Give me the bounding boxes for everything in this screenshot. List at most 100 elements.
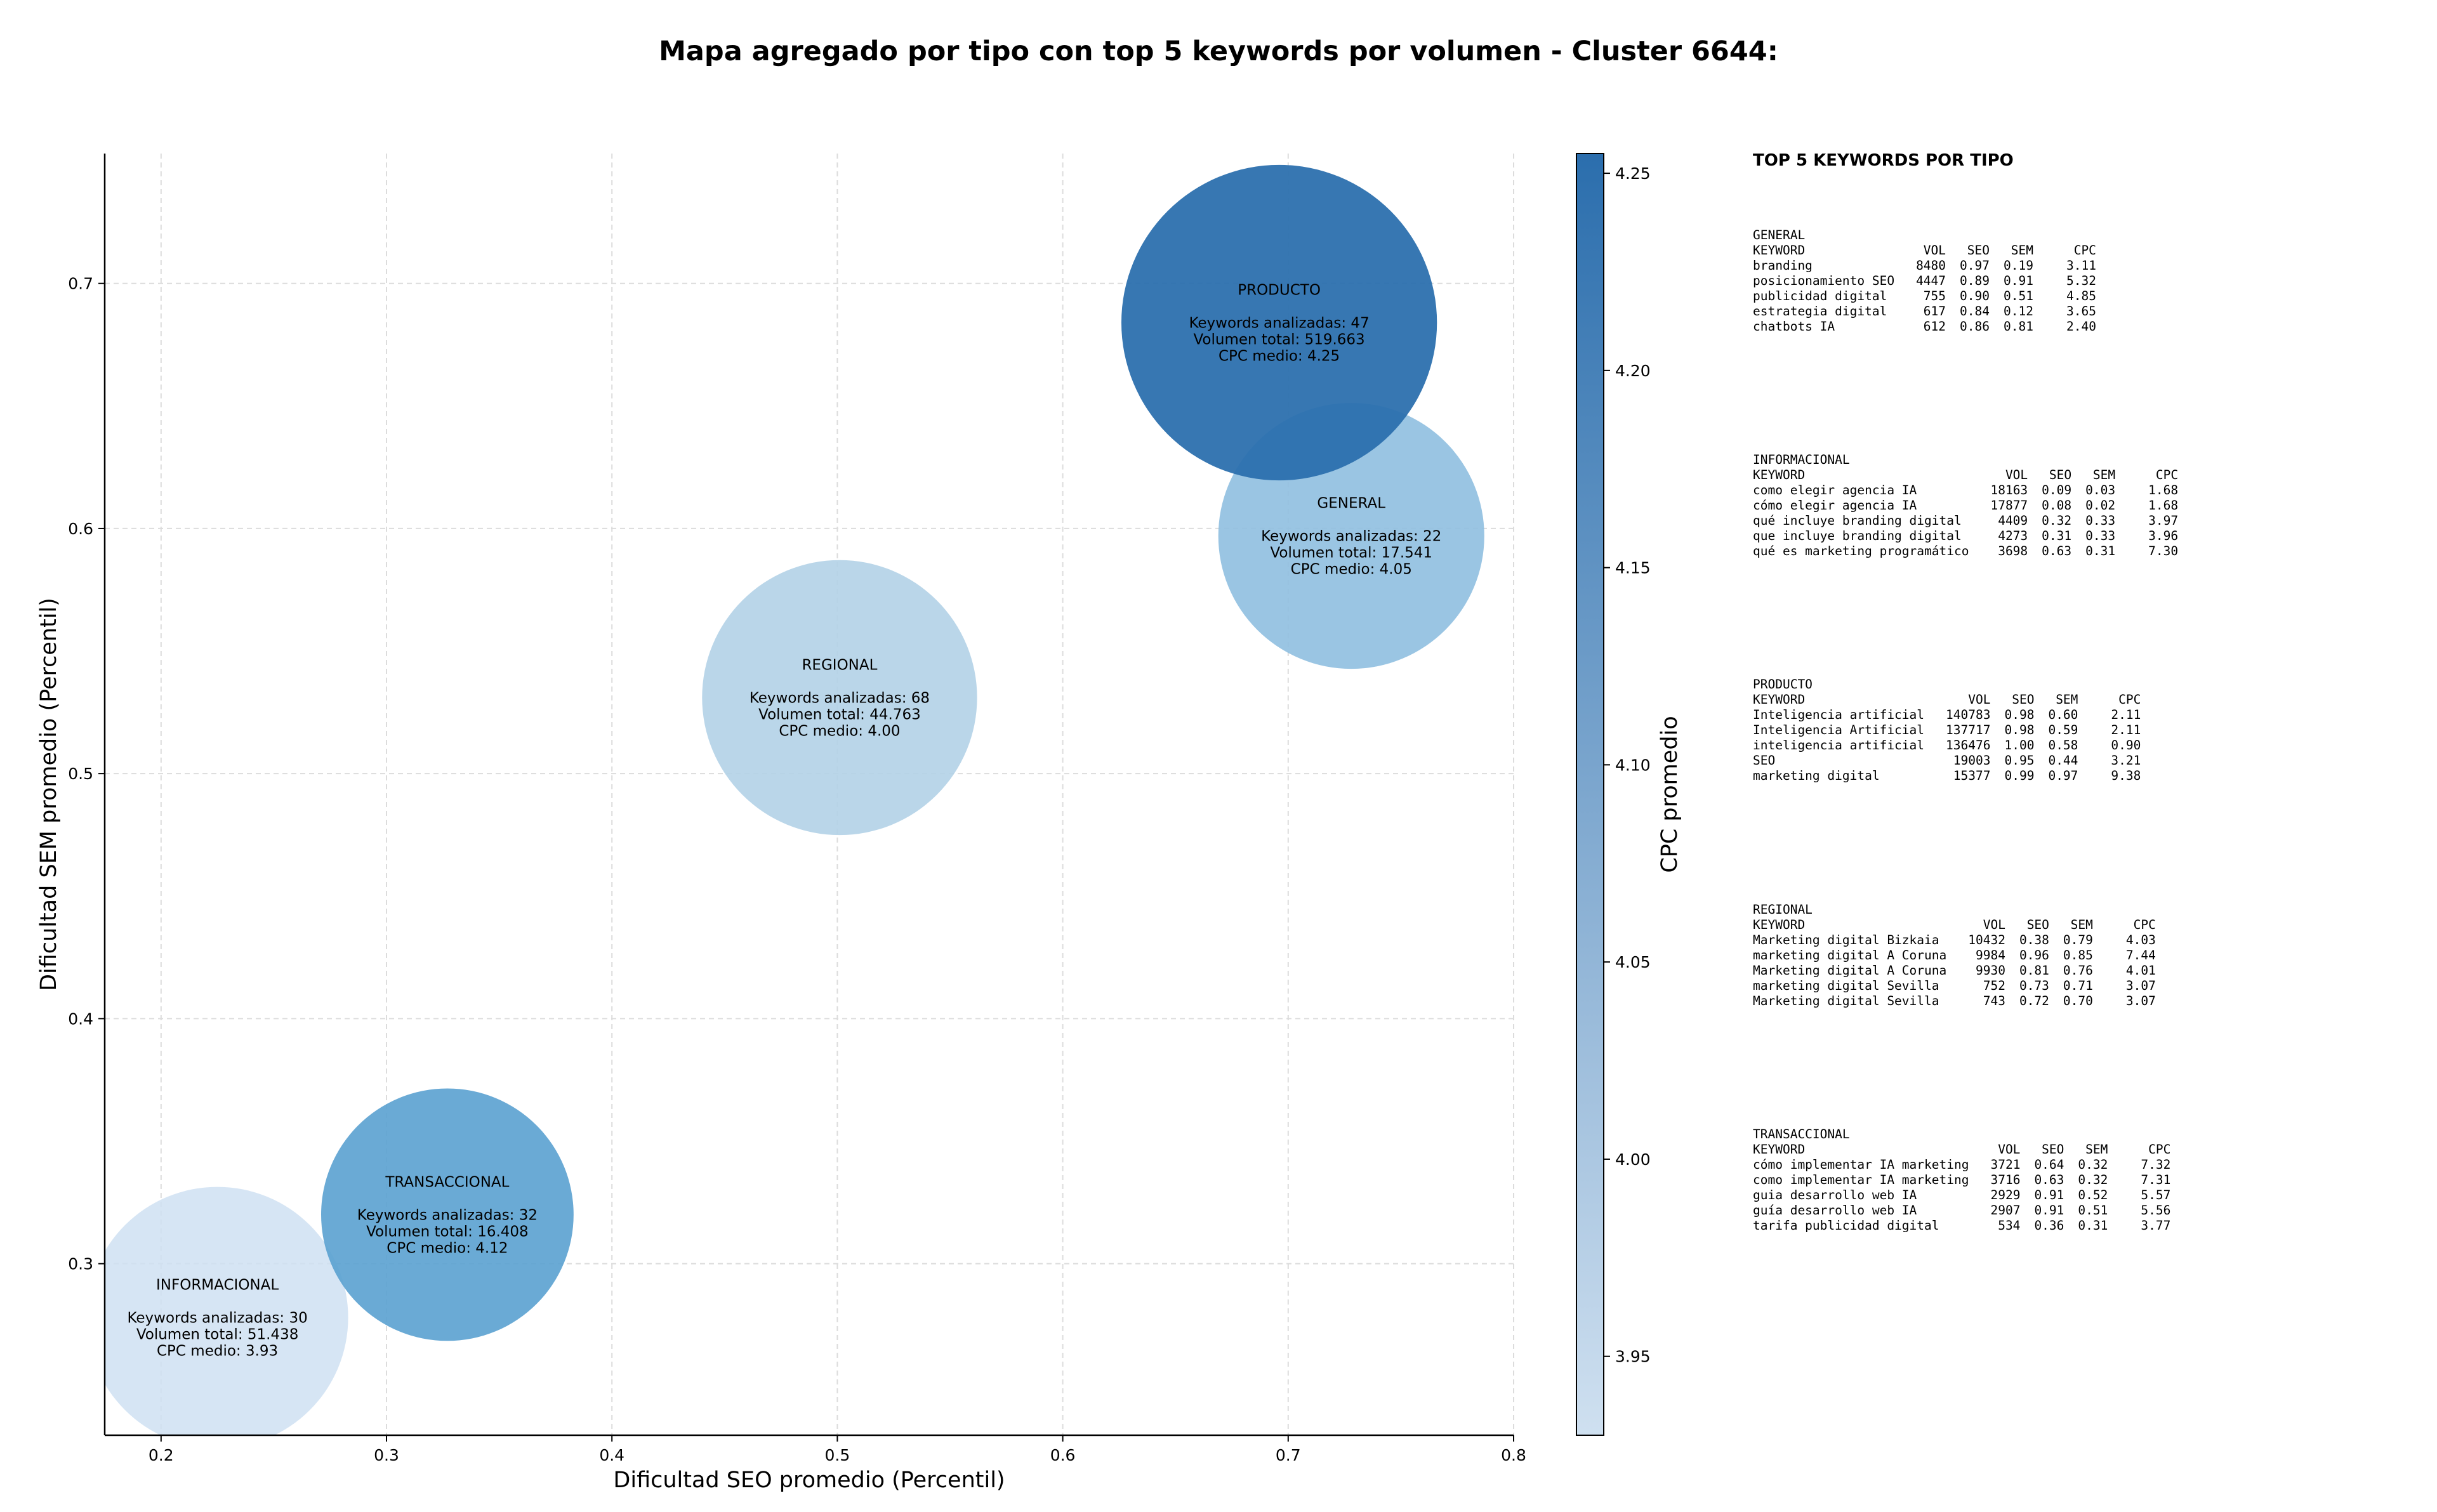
kw-cell: 0.89 xyxy=(1960,273,1990,288)
kw-cell: 0.85 xyxy=(2063,948,2093,963)
kw-cell: como elegir agencia IA xyxy=(1753,483,1917,497)
kw-cell: 3.65 xyxy=(2066,304,2096,319)
colorbar-tick-label: 4.10 xyxy=(1615,756,1651,774)
kw-cell: 0.31 xyxy=(2042,529,2072,543)
y-tick-label: 0.7 xyxy=(68,275,93,293)
table-row: marketing digital A Coruna 9984 0.96 0.85 7.… xyxy=(1753,948,2156,963)
kw-cell: 0.32 xyxy=(2078,1157,2108,1172)
kw-col-header: CPC xyxy=(2133,917,2156,932)
kw-cell: tarifa publicidad digital xyxy=(1753,1218,1939,1233)
kw-cell: que incluye branding digital xyxy=(1753,529,1962,543)
top-keywords-title: TOP 5 KEYWORDS POR TIPO xyxy=(1753,151,2014,170)
kw-cell: 0.58 xyxy=(2048,738,2078,753)
kw-cell: 617 xyxy=(1923,304,1946,319)
kw-cell: 0.90 xyxy=(2111,738,2141,753)
table-row: inteligencia artificial 136476 1.00 0.58 0.9… xyxy=(1753,738,2141,753)
kw-cell: 0.59 xyxy=(2048,723,2078,737)
kw-cell: 0.98 xyxy=(2004,723,2035,737)
kw-cell: marketing digital A Coruna xyxy=(1753,948,1947,963)
kw-cell: 7.31 xyxy=(2141,1173,2171,1187)
bubble-transaccional xyxy=(320,1088,574,1341)
kw-table-header: KEYWORD VOL SEO SEM CPC xyxy=(1753,692,2141,707)
kw-cell: 140783 xyxy=(1946,707,1991,722)
bubble-regional xyxy=(702,560,977,836)
kw-cell: 0.97 xyxy=(1960,258,1990,273)
kw-col-header: CPC xyxy=(2155,468,2179,482)
kw-cell: 0.81 xyxy=(2004,319,2033,334)
colorbar-tick-label: 4.25 xyxy=(1615,164,1651,183)
kw-cell: 3721 xyxy=(1990,1157,2021,1172)
kw-cell: 0.95 xyxy=(2004,753,2035,768)
kw-cell: 9984 xyxy=(1975,948,2005,963)
kw-col-header: SEO xyxy=(2012,692,2035,707)
kw-cell: 0.99 xyxy=(2004,768,2035,783)
x-tick-label: 0.3 xyxy=(374,1446,399,1464)
kw-cell: 0.79 xyxy=(2063,933,2093,947)
kw-cell: 0.63 xyxy=(2042,544,2072,558)
kw-cell: 137717 xyxy=(1946,723,1991,737)
kw-cell: guía desarrollo web IA xyxy=(1753,1203,1917,1218)
y-axis-label: Dificultad SEM promedio (Percentil) xyxy=(36,598,62,991)
colorbar-gradient xyxy=(1576,153,1604,1436)
kw-cell: 10432 xyxy=(1968,933,2005,947)
kw-cell: 4409 xyxy=(1998,513,2028,528)
kw-cell: 0.08 xyxy=(2042,498,2072,513)
kw-cell: 0.90 xyxy=(1960,289,1990,303)
table-row: como elegir agencia IA 18163 0.09 0.03 1.68 xyxy=(1753,483,2178,498)
table-row: guía desarrollo web IA 2907 0.91 0.51 5.56 xyxy=(1753,1203,2170,1218)
kw-cell: cómo elegir agencia IA xyxy=(1753,498,1917,513)
kw-col-header: SEM xyxy=(2011,243,2033,258)
bubble-label-informacional: INFORMACIONAL Keywords analizadas: 30 Vol… xyxy=(127,1277,307,1360)
kw-col-header: SEO xyxy=(2026,917,2049,932)
kw-cell: 5.56 xyxy=(2141,1203,2171,1218)
kw-cell: 3.07 xyxy=(2125,994,2156,1008)
kw-cell: Marketing digital A Coruna xyxy=(1753,963,1947,978)
kw-cell: 3698 xyxy=(1998,544,2028,558)
kw-cell: marketing digital Sevilla xyxy=(1753,978,1939,993)
table-row: qué incluye branding digital 4409 0.32 0.33… xyxy=(1753,513,2178,529)
kw-table: KEYWORD VOL SEO SEM CPC branding 8480 0.97 0.19 3… xyxy=(1753,243,2096,334)
table-row: tarifa publicidad digital 534 0.36 0.31 3.77 xyxy=(1753,1218,2170,1233)
kw-cell: 0.81 xyxy=(2019,963,2049,978)
table-row: estrategia digital 617 0.84 0.12 3.65 xyxy=(1753,304,2096,319)
kw-cell: 534 xyxy=(1998,1218,2021,1233)
kw-cell: 18163 xyxy=(1990,483,2028,497)
colorbar-tick-label: 4.20 xyxy=(1615,362,1651,380)
table-row: publicidad digital 755 0.90 0.51 4.85 xyxy=(1753,289,2096,304)
kw-cell: 19003 xyxy=(1953,753,1991,768)
bubble-producto xyxy=(1121,164,1437,481)
kw-block-type: TRANSACCIONAL xyxy=(1753,1127,1850,1141)
kw-col-header: VOL xyxy=(1923,243,1946,258)
kw-cell: 0.33 xyxy=(2085,529,2116,543)
kw-cell: 2907 xyxy=(1990,1203,2021,1218)
kw-cell: SEO xyxy=(1753,753,1776,768)
y-tick-label: 0.6 xyxy=(68,520,93,538)
kw-cell: 0.32 xyxy=(2042,513,2072,528)
kw-table-header: KEYWORD VOL SEO SEM CPC xyxy=(1753,1142,2170,1157)
table-row: marketing digital Sevilla 752 0.73 0.71 3.07 xyxy=(1753,978,2156,994)
x-tick-label: 0.6 xyxy=(1050,1446,1076,1464)
kw-table-header: KEYWORD VOL SEO SEM CPC xyxy=(1753,243,2096,258)
kw-cell: 15377 xyxy=(1953,768,1991,783)
kw-cell: 3.97 xyxy=(2148,513,2179,528)
kw-col-header: VOL xyxy=(1983,917,2005,932)
kw-table: KEYWORD VOL SEO SEM CPC Marketing digital Biz… xyxy=(1753,917,2156,1009)
kw-col-header: SEM xyxy=(2092,468,2116,482)
kw-cell: 0.03 xyxy=(2085,483,2116,497)
kw-cell: 0.36 xyxy=(2034,1218,2064,1233)
kw-cell: 0.33 xyxy=(2085,513,2116,528)
kw-col-header: SEO xyxy=(2042,1142,2064,1157)
kw-cell: 4447 xyxy=(1916,273,1946,288)
kw-cell: 3.21 xyxy=(2111,753,2141,768)
kw-cell: 4.01 xyxy=(2125,963,2156,978)
kw-cell: 17877 xyxy=(1990,498,2028,513)
kw-cell: posicionamiento SEO xyxy=(1753,273,1895,288)
kw-cell: 0.70 xyxy=(2063,994,2093,1008)
kw-cell: 7.44 xyxy=(2125,948,2156,963)
table-row: guia desarrollo web IA 2929 0.91 0.52 5.57 xyxy=(1753,1188,2170,1203)
kw-cell: 3.11 xyxy=(2066,258,2096,273)
bubble-label-producto: PRODUCTO Keywords analizadas: 47 Volumen … xyxy=(1189,282,1369,365)
bubble-label-regional: REGIONAL Keywords analizadas: 68 Volumen … xyxy=(750,657,930,739)
kw-cell: 7.32 xyxy=(2141,1157,2171,1172)
